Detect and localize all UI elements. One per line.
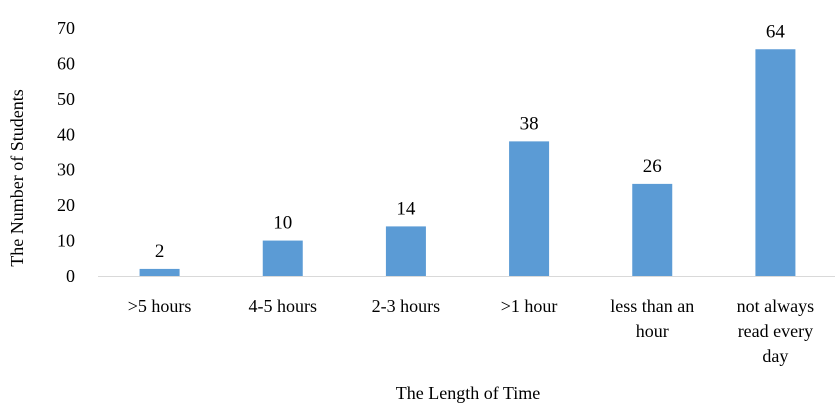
y-tick-label: 50: [57, 89, 75, 109]
y-tick-label: 30: [57, 160, 75, 180]
y-tick-label: 60: [57, 53, 75, 73]
bar: [385, 226, 426, 276]
bar: [262, 240, 303, 276]
data-label: 26: [643, 156, 662, 177]
x-tick-label: 4-5 hours: [249, 296, 318, 316]
x-tick-label: >1 hour: [501, 296, 558, 316]
x-tick-label: >5 hours: [128, 296, 192, 316]
bar: [632, 183, 673, 276]
y-axis-ticks: 0 10 20 30 40 50 60 70: [57, 18, 75, 286]
x-tick-label-line: not always: [737, 296, 814, 316]
y-tick-label: 40: [57, 124, 75, 144]
x-tick-label-line: >1 hour: [501, 296, 558, 316]
y-tick-label: 70: [57, 18, 75, 38]
x-axis-title: The Length of Time: [396, 383, 541, 403]
y-axis-title: The Number of Students: [7, 89, 27, 266]
x-tick-label-line: 2-3 hours: [372, 296, 441, 316]
x-tick-label-line: day: [762, 346, 788, 366]
x-tick-label-line: 4-5 hours: [249, 296, 318, 316]
y-tick-label: 0: [66, 266, 75, 286]
bars: [139, 49, 796, 276]
x-tick-label-line: less than an: [610, 296, 694, 316]
category-labels: >5 hours 4-5 hours 2-3 hours >1 hour less th…: [128, 296, 814, 366]
data-label: 2: [155, 241, 165, 262]
data-label: 14: [396, 198, 416, 219]
bar: [755, 49, 796, 276]
data-labels: 2 10 14 38 26 64: [155, 21, 786, 262]
x-tick-label: 2-3 hours: [372, 296, 441, 316]
x-tick-label-line: >5 hours: [128, 296, 192, 316]
x-tick-label-line: read every: [738, 321, 813, 341]
y-tick-label: 10: [57, 231, 75, 251]
data-label: 64: [766, 21, 786, 42]
data-label: 10: [273, 213, 292, 234]
x-tick-label-line: hour: [636, 321, 669, 341]
x-tick-label: less than an hour: [610, 296, 694, 341]
data-label: 38: [520, 113, 539, 134]
bar: [139, 268, 180, 276]
y-tick-label: 20: [57, 195, 75, 215]
x-tick-label: not always read every day: [737, 296, 814, 366]
bar: [509, 141, 550, 276]
